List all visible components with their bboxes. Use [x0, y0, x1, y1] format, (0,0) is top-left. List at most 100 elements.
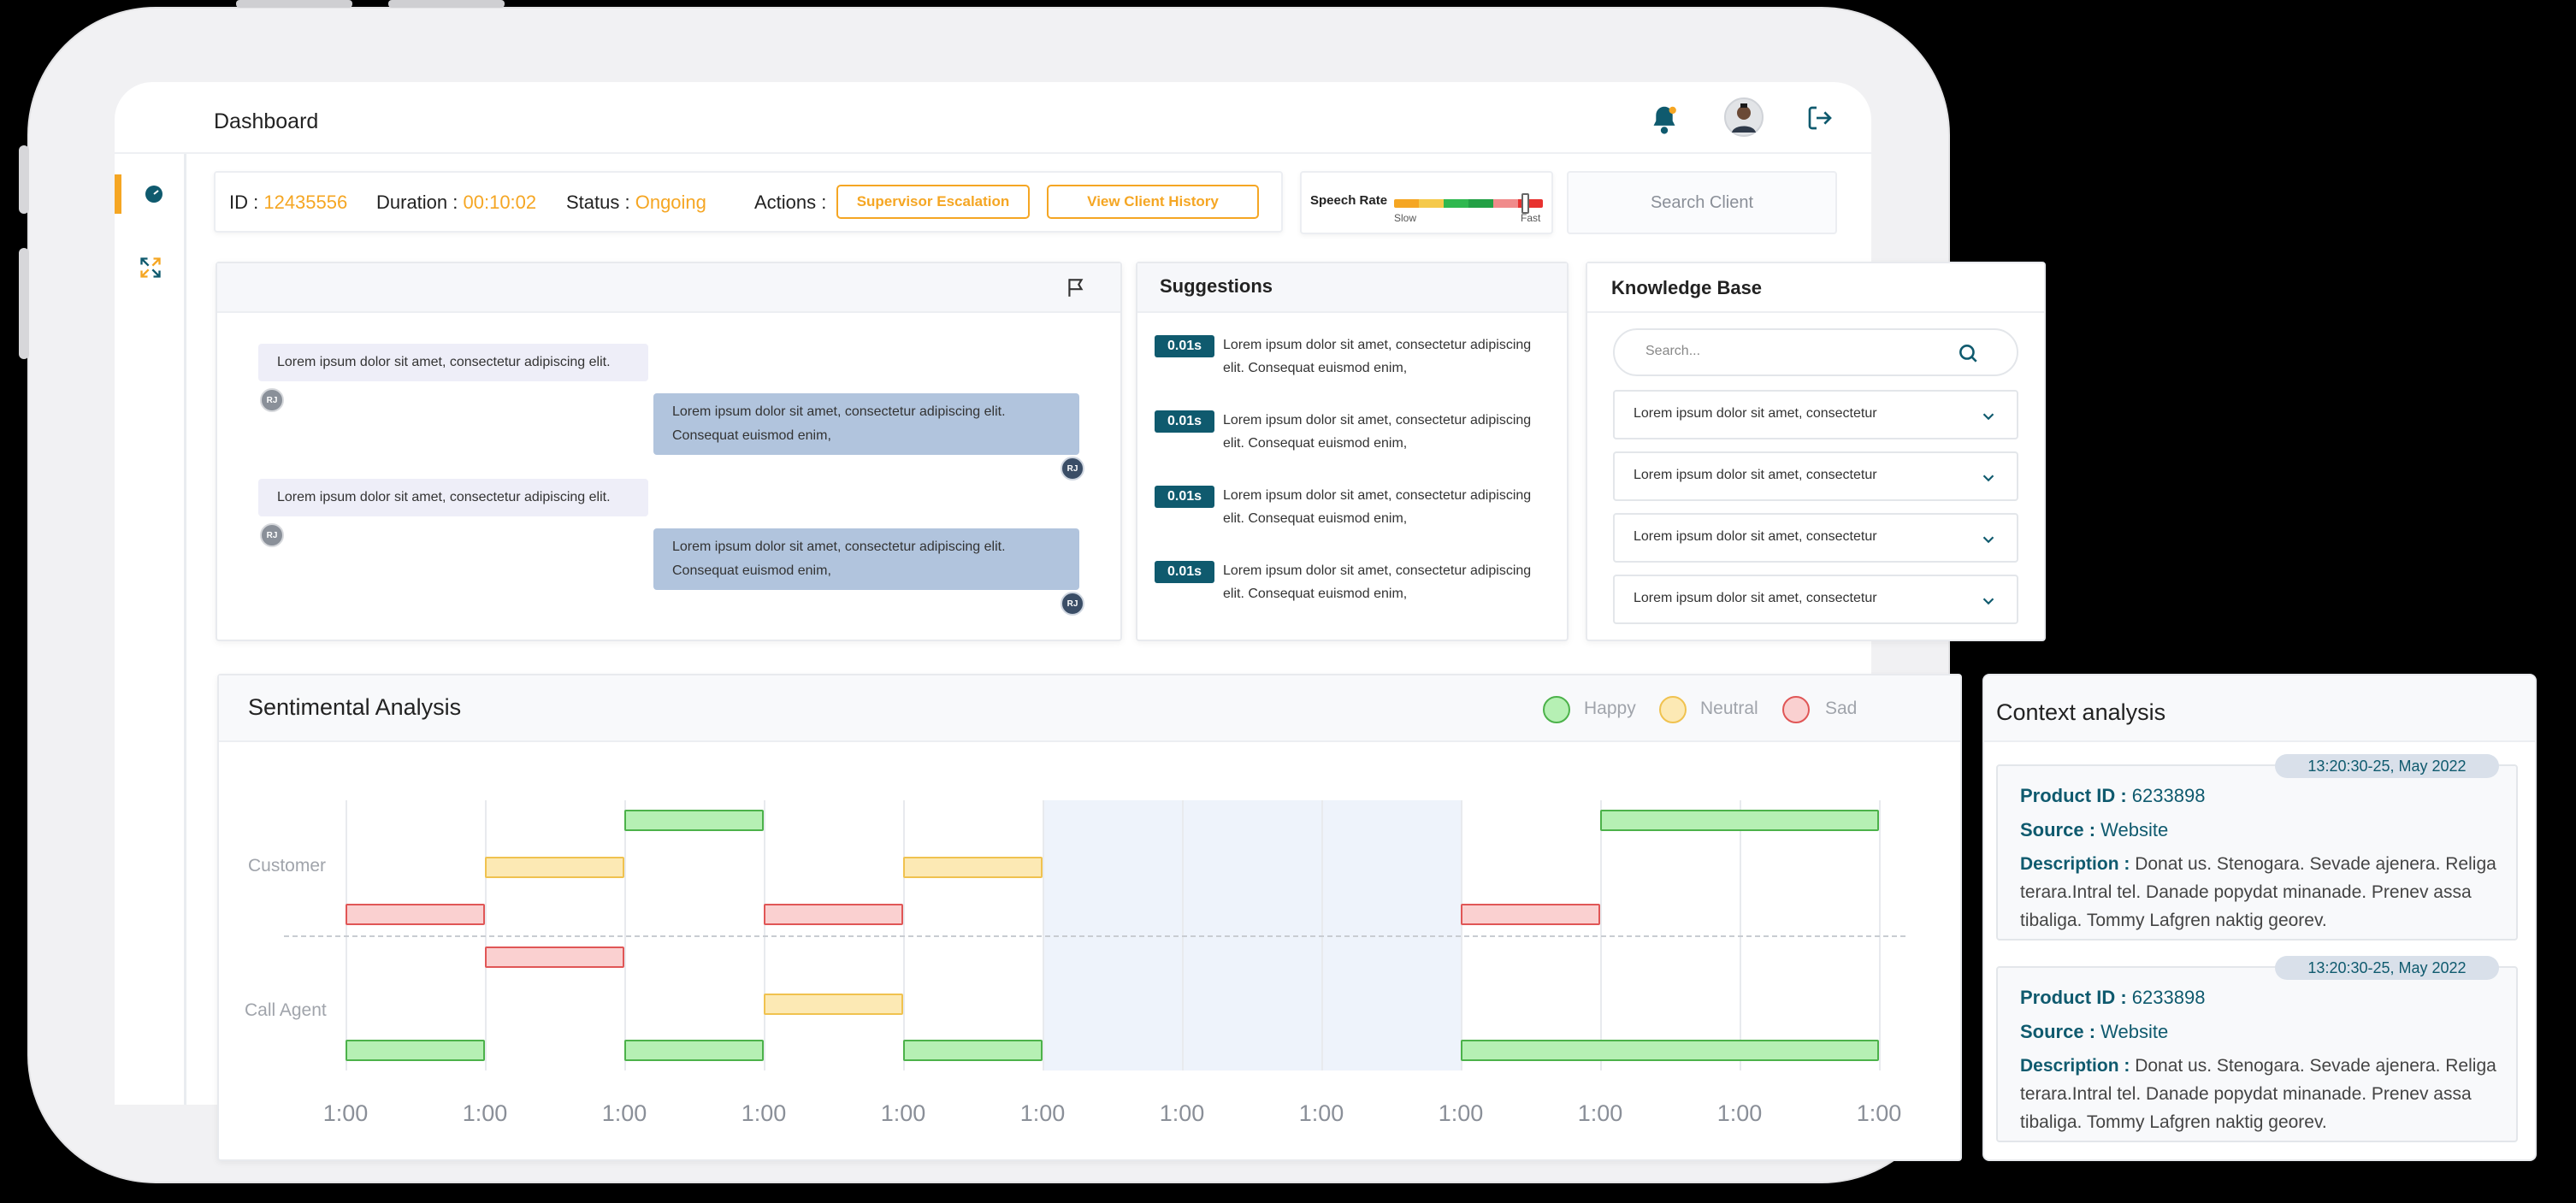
suggestion-text[interactable]: Lorem ipsum dolor sit amet, consectetur … [1223, 333, 1550, 380]
sentiment-title: Sentimental Analysis [248, 694, 462, 720]
chevron-down-icon[interactable] [1979, 592, 1998, 615]
suggestion-time-badge: 0.01s [1155, 335, 1214, 357]
source-value: Website [2100, 819, 2169, 840]
source-label: Source : [2020, 819, 2101, 840]
description-label: Description : [2020, 1056, 2136, 1076]
suggestion-time-badge: 0.01s [1155, 410, 1214, 433]
knowledge-base-item-label: Lorem ipsum dolor sit amet, consectetur [1634, 529, 1877, 544]
context-description: Description : Donat us. Stenogara. Sevad… [2020, 850, 2499, 935]
tablet-top-button [236, 0, 352, 8]
context-description: Description : Donat us. Stenogara. Sevad… [2020, 1052, 2499, 1136]
sentiment-segment-sad [346, 904, 485, 925]
x-tick-label: 1:00 [1577, 1100, 1623, 1126]
chat-bubble-line: Lorem ipsum dolor sit amet, consectetur … [277, 355, 611, 369]
knowledge-base-item[interactable]: Lorem ipsum dolor sit amet, consectetur [1613, 451, 2018, 501]
knowledge-base-item[interactable]: Lorem ipsum dolor sit amet, consectetur [1613, 390, 2018, 439]
notification-bell-icon[interactable] [1647, 103, 1681, 137]
knowledge-base-item[interactable]: Lorem ipsum dolor sit amet, consectetur [1613, 513, 2018, 563]
x-tick-label: 1:00 [1298, 1100, 1344, 1126]
context-title: Context analysis [1996, 699, 2166, 725]
speech-fast-label: Fast [1521, 212, 1541, 224]
user-avatar[interactable] [1724, 97, 1764, 137]
sentiment-segment-sad [1461, 904, 1600, 925]
page-title: Dashboard [214, 109, 319, 133]
x-tick-label: 1:00 [1159, 1100, 1205, 1126]
suggestion-text[interactable]: Lorem ipsum dolor sit amet, consectetur … [1223, 484, 1550, 530]
tablet-side-button [19, 145, 29, 214]
search-client-button[interactable]: Search Client [1567, 171, 1837, 234]
speech-rate-bar [1394, 199, 1543, 208]
dashboard-gauge-icon [145, 186, 162, 203]
top-header [115, 82, 1871, 154]
call-status: Status : Ongoing [566, 192, 706, 213]
suggestion-line: elit. Consequat euismod enim, [1223, 361, 1408, 375]
knowledge-base-item[interactable]: Lorem ipsum dolor sit amet, consectetur [1613, 575, 2018, 624]
legend-label-neutral: Neutral [1700, 699, 1758, 718]
speech-rate-label: Speech Rate [1310, 193, 1388, 208]
context-timestamp: 13:20:30-25, May 2022 [2275, 754, 2499, 778]
context-panel-header [1984, 675, 2535, 742]
x-tick-label: 1:00 [1856, 1100, 1902, 1126]
sidebar-item-expand[interactable] [115, 248, 186, 287]
sentiment-segment-happy [903, 1040, 1043, 1061]
chat-bubble-line: Consequat euismod enim, [672, 428, 831, 443]
chevron-down-icon[interactable] [1979, 407, 1998, 430]
description-label: Description : [2020, 854, 2136, 874]
sentiment-panel [217, 674, 1962, 1161]
tablet-top-button [388, 0, 505, 8]
x-tick-label: 1:00 [1438, 1100, 1484, 1126]
row-label-call-agent: Call Agent [245, 1000, 327, 1020]
chevron-down-icon[interactable] [1979, 530, 1998, 553]
flag-icon[interactable] [1061, 272, 1091, 303]
sentiment-segment-neutral [764, 994, 903, 1015]
chat-bubble-line: Consequat euismod enim, [672, 563, 831, 578]
chat-bubble: Lorem ipsum dolor sit amet, consectetur … [653, 393, 1079, 455]
suggestion-line: elit. Consequat euismod enim, [1223, 587, 1408, 601]
suggestion-line: Lorem ipsum dolor sit amet, consectetur … [1223, 488, 1532, 503]
search-icon [1959, 345, 1977, 363]
logout-icon[interactable] [1803, 101, 1837, 135]
sentiment-segment-sad [764, 904, 903, 925]
product-id-label: Product ID : [2020, 987, 2132, 1008]
x-tick-label: 1:00 [601, 1100, 647, 1126]
chat-bubble: Lorem ipsum dolor sit amet, consectetur … [258, 344, 648, 381]
product-id-label: Product ID : [2020, 785, 2132, 806]
knowledge-base-panel-header [1587, 263, 2044, 313]
actions-label: Actions : [754, 192, 827, 213]
legend-label-sad: Sad [1825, 699, 1858, 718]
chat-bubble-line: Lorem ipsum dolor sit amet, consectetur … [672, 540, 1006, 554]
chat-bubble-line: Lorem ipsum dolor sit amet, consectetur … [277, 490, 611, 504]
context-product-id: Product ID : 6233898 [2020, 785, 2205, 807]
chat-avatar: RJ [260, 388, 284, 412]
x-tick-label: 1:00 [1716, 1100, 1763, 1126]
suggestion-text[interactable]: Lorem ipsum dolor sit amet, consectetur … [1223, 409, 1550, 455]
call-id: ID : 12435556 [229, 192, 348, 213]
sentiment-segment-sad [485, 946, 624, 968]
x-tick-label: 1:00 [1019, 1100, 1066, 1126]
knowledge-base-search-placeholder: Search... [1645, 344, 1701, 358]
chevron-down-icon[interactable] [1979, 469, 1998, 492]
x-tick-label: 1:00 [322, 1100, 369, 1126]
sentiment-segment-happy [624, 1040, 764, 1061]
row-label-customer: Customer [248, 856, 327, 876]
legend-swatch-neutral [1659, 696, 1687, 723]
sentiment-segment-happy [346, 1040, 485, 1061]
chat-avatar: RJ [1061, 592, 1084, 616]
suggestion-text[interactable]: Lorem ipsum dolor sit amet, consectetur … [1223, 559, 1550, 605]
sidebar-item-dashboard[interactable] [115, 174, 186, 214]
supervisor-escalation-button[interactable]: Supervisor Escalation [836, 185, 1030, 219]
suggestions-title: Suggestions [1160, 275, 1273, 297]
view-client-history-button[interactable]: View Client History [1047, 185, 1259, 219]
sentiment-segment-neutral [485, 857, 624, 878]
tablet-side-button [19, 248, 29, 359]
context-card [1996, 764, 2518, 941]
suggestions-panel-header [1137, 263, 1567, 313]
suggestion-time-badge: 0.01s [1155, 561, 1214, 583]
sentiment-segment-happy [1461, 1040, 1879, 1061]
suggestion-line: elit. Consequat euismod enim, [1223, 436, 1408, 451]
knowledge-base-item-label: Lorem ipsum dolor sit amet, consectetur [1634, 468, 1877, 482]
context-source: Source : Website [2020, 819, 2168, 841]
suggestion-line: Lorem ipsum dolor sit amet, consectetur … [1223, 563, 1532, 578]
x-tick-label: 1:00 [880, 1100, 926, 1126]
knowledge-base-search-input[interactable]: Search... [1613, 328, 2018, 376]
